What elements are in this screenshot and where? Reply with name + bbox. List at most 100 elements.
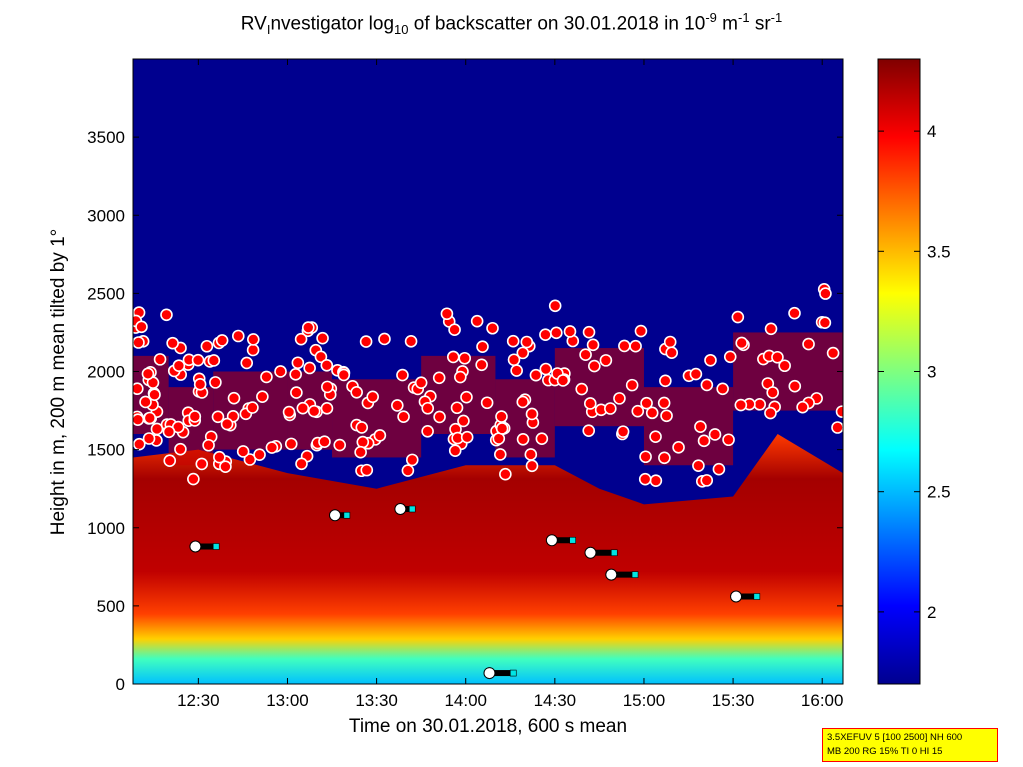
y-tick-label-1: 500 <box>97 597 125 616</box>
cloud-top-marker <box>704 353 717 367</box>
cloud-base-end-4 <box>569 536 576 544</box>
cbar-tick-label-1: 2.5 <box>927 483 951 502</box>
y-tick-label-4: 2000 <box>87 363 125 382</box>
cloud-top-marker <box>162 425 176 439</box>
cloud-top-marker <box>520 335 534 349</box>
cloud-top-marker <box>771 350 784 364</box>
cloud-top-marker <box>350 386 363 399</box>
cloud-top-marker <box>700 378 714 392</box>
cloud-top-marker <box>516 432 530 446</box>
cloud-top-marker <box>174 442 187 456</box>
cloud-top-marker <box>303 361 316 375</box>
cloud-top-marker <box>215 334 229 347</box>
cloud-top-marker <box>831 421 843 434</box>
cloud-top-marker <box>475 358 488 372</box>
colorbar: 2 2.5 3 3.5 4 <box>877 58 951 685</box>
cloud-top-marker <box>360 463 374 477</box>
cloud-base-marker-5 <box>584 546 597 559</box>
cloud-top-marker <box>658 451 671 465</box>
cloud-top-marker <box>246 343 260 357</box>
y-tick-label-2: 1000 <box>87 519 125 538</box>
cloud-top-marker <box>778 359 791 373</box>
cloud-top-marker <box>307 404 321 418</box>
cloud-top-marker <box>460 390 473 404</box>
cloud-top-marker <box>613 392 626 405</box>
cloud-top-marker <box>689 367 703 381</box>
cloud-top-marker <box>835 405 843 418</box>
cloud-top-marker <box>579 348 592 362</box>
cloud-top-marker <box>356 435 370 449</box>
cloud-base-end-6 <box>631 571 639 578</box>
cloud-top-marker <box>213 450 226 464</box>
y-axis-label: Height in m, 200 m mean tilted by 1° <box>48 228 69 536</box>
cloud-top-marker <box>153 353 167 366</box>
cloud-top-marker <box>240 356 254 370</box>
cloud-top-marker <box>187 472 200 486</box>
y-tick-label-0: 0 <box>116 675 125 694</box>
cloud-top-marker <box>712 462 726 476</box>
cloud-top-marker <box>638 472 652 486</box>
cloud-top-marker <box>672 441 685 454</box>
cloud-top-marker <box>133 336 145 349</box>
x-axis-label: Time on 30.01.2018, 600 s mean <box>348 716 628 737</box>
cloud-top-marker <box>639 450 652 464</box>
cloud-base-bar-4 <box>551 537 573 544</box>
cloud-layer-9 <box>733 332 843 411</box>
cbar-tick-label-2: 3 <box>927 363 936 382</box>
cloud-top-marker <box>295 457 308 471</box>
cloud-top-marker <box>401 464 415 477</box>
cloud-top-marker <box>625 378 639 392</box>
cloud-top-marker <box>405 453 419 467</box>
cloud-top-marker <box>166 336 179 350</box>
cloud-top-marker <box>139 395 152 409</box>
cloud-top-marker <box>525 407 539 421</box>
x-tick-label-7: 16:00 <box>801 691 844 710</box>
cloud-top-marker <box>231 329 245 343</box>
cloud-top-marker <box>495 410 508 423</box>
cloud-top-marker <box>495 422 509 435</box>
x-tick-label-1: 13:00 <box>266 691 309 710</box>
cloud-top-marker <box>320 359 334 372</box>
cloud-top-marker <box>188 410 202 423</box>
cloud-top-marker <box>734 398 748 412</box>
cloud-top-marker <box>284 437 298 451</box>
x-tick-label-6: 15:30 <box>712 691 755 710</box>
cloud-top-marker <box>219 460 232 473</box>
cloud-top-marker <box>649 474 663 487</box>
cloud-base-marker-3 <box>483 667 496 680</box>
cbar-tick-label-4: 4 <box>927 122 936 141</box>
cloud-base-marker-1 <box>329 509 342 522</box>
cloud-top-marker <box>320 402 334 415</box>
cbar-tick-label-0: 2 <box>927 603 936 622</box>
cloud-top-marker <box>764 406 777 420</box>
cloud-top-marker <box>193 378 207 391</box>
cloud-top-marker <box>133 413 145 427</box>
cloud-top-marker <box>659 374 672 388</box>
cloud-base-end-0 <box>212 543 220 550</box>
cloud-top-marker <box>731 310 745 324</box>
cloud-top-marker <box>133 437 146 451</box>
cloud-top-marker <box>563 325 577 338</box>
cloud-top-marker <box>433 410 446 424</box>
cloud-markers <box>133 283 843 680</box>
cloud-top-marker <box>539 362 553 376</box>
cloud-top-marker <box>421 424 434 438</box>
cloud-top-marker <box>788 306 801 320</box>
cloud-base-end-7 <box>753 593 761 600</box>
colorbar-gradient <box>878 59 920 684</box>
cloud-top-marker <box>150 422 164 436</box>
cloud-top-marker <box>265 441 279 454</box>
cloud-top-marker <box>450 401 464 415</box>
cloud-top-marker <box>640 396 653 410</box>
cloud-top-marker <box>616 425 630 438</box>
cloud-top-marker <box>160 308 173 322</box>
cloud-top-marker <box>337 368 351 382</box>
info-line-1: 3.5XEFUV 5 [100 2500] NH 600 <box>827 732 963 743</box>
cloud-top-marker <box>575 382 589 396</box>
cloud-top-marker <box>753 398 767 411</box>
cloud-top-marker <box>516 395 530 409</box>
cloud-top-marker <box>556 374 570 387</box>
cloud-top-marker <box>366 390 379 404</box>
cloud-top-marker <box>697 434 711 448</box>
cloud-top-marker <box>663 335 677 349</box>
